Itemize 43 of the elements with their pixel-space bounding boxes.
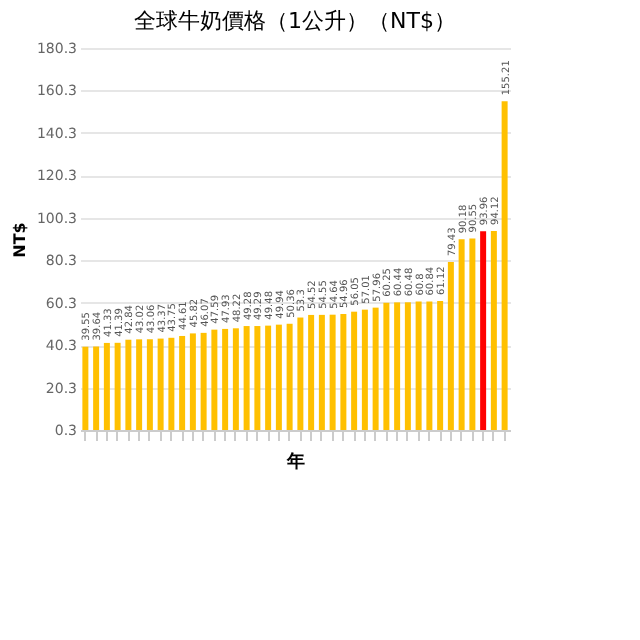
bar [340, 314, 347, 430]
bar [469, 238, 476, 430]
bar [103, 342, 110, 430]
bar [275, 324, 282, 430]
bar [93, 346, 100, 430]
bar [82, 346, 89, 430]
bar [297, 317, 304, 430]
x-axis-title: 年 [285, 451, 305, 473]
bar [458, 239, 465, 430]
bar [426, 301, 433, 430]
y-axis-title: NT$ [10, 221, 29, 258]
bar [351, 311, 358, 430]
bar [404, 302, 411, 430]
bar [136, 339, 143, 430]
bar [394, 302, 401, 430]
bar [189, 333, 196, 430]
bar [222, 328, 229, 430]
bar [232, 328, 239, 430]
bar [286, 323, 293, 430]
bar [157, 338, 164, 430]
bar [254, 326, 261, 430]
bar [265, 325, 272, 430]
bar [211, 329, 218, 430]
bar [308, 314, 315, 430]
bar [383, 302, 390, 430]
bar [146, 339, 153, 430]
bar [372, 307, 379, 430]
bar [168, 337, 175, 430]
bar [490, 230, 497, 430]
bar [318, 314, 325, 430]
bar [114, 342, 121, 430]
bar [437, 300, 444, 430]
bar [501, 101, 508, 430]
chart-title: 全球牛奶價格（1公升）（NT$） [134, 8, 456, 34]
bar [480, 231, 487, 430]
bar [125, 339, 132, 430]
bar [415, 301, 422, 430]
bar [179, 335, 186, 430]
bar [200, 332, 207, 430]
bar [329, 314, 336, 430]
bar [447, 262, 454, 430]
bar [243, 326, 250, 430]
bar [361, 309, 368, 430]
